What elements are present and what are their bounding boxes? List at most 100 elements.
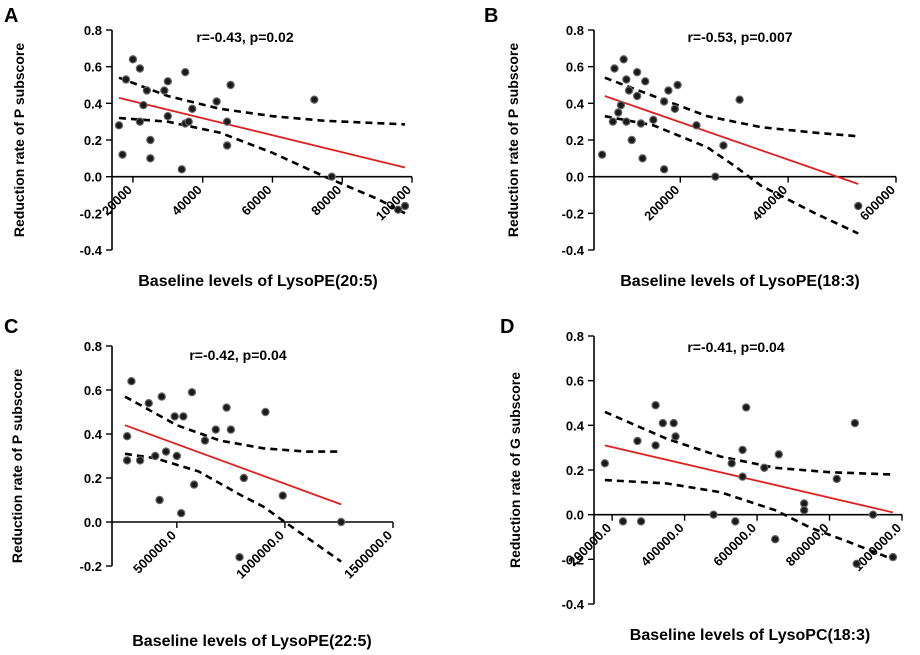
- plot-marks: [114, 55, 410, 215]
- data-point: [135, 456, 145, 465]
- ci-lower-band: [604, 478, 894, 561]
- x-tick-label: 1500000.0: [341, 528, 395, 582]
- data-point: [888, 552, 898, 562]
- data-point: [774, 450, 784, 459]
- data-point: [177, 165, 186, 174]
- regression-line: [124, 424, 342, 506]
- data-point: [852, 559, 861, 569]
- data-point: [619, 55, 628, 64]
- data-point: [709, 510, 718, 519]
- data-point: [649, 115, 658, 125]
- panel-b: B r=-0.53, p=0.007 Reduction rate of P s…: [484, 5, 898, 290]
- data-point: [121, 75, 131, 84]
- data-point: [664, 86, 673, 95]
- x-axis-label: Baseline levels of LysoPE(20:5): [138, 273, 378, 290]
- data-point: [181, 67, 190, 77]
- y-tick-label: 0.4: [84, 427, 103, 442]
- ci-lower-band: [118, 116, 406, 215]
- data-point: [711, 172, 720, 181]
- y-tick-label: -0.4: [562, 597, 585, 612]
- data-point: [731, 517, 740, 526]
- y-tick-label: -0.2: [562, 552, 584, 567]
- ci-upper-band: [604, 76, 859, 138]
- y-tick-label: 0.0: [84, 170, 102, 185]
- y-tick-label: -0.2: [562, 206, 584, 221]
- panel-letter: B: [484, 5, 498, 27]
- y-tick-label: 0.8: [84, 23, 102, 38]
- data-point: [799, 506, 809, 515]
- data-point: [854, 201, 863, 211]
- data-point: [850, 418, 860, 428]
- data-point: [327, 172, 336, 181]
- data-point: [741, 403, 751, 412]
- x-tick-label: 20000: [99, 182, 135, 218]
- data-point: [651, 441, 660, 450]
- correlation-stat: r=-0.53, p=0.007: [687, 29, 792, 45]
- data-point: [184, 117, 193, 126]
- y-tick-label: 0.2: [566, 133, 584, 148]
- y-tick-label: -0.4: [562, 243, 585, 258]
- data-point: [226, 425, 236, 434]
- x-tick-label: 800000.0: [783, 520, 832, 569]
- data-point: [146, 135, 155, 145]
- panel-letter: A: [4, 5, 18, 27]
- data-point: [632, 91, 642, 101]
- x-tick-label: 40000: [169, 182, 205, 218]
- data-point: [738, 472, 747, 481]
- data-point: [868, 510, 878, 519]
- y-tick-label: 0.8: [566, 23, 584, 38]
- data-point: [641, 77, 650, 86]
- data-point: [114, 121, 124, 130]
- data-point: [118, 150, 127, 159]
- y-tick-label: 0.4: [566, 418, 585, 433]
- data-point: [832, 474, 841, 484]
- data-point: [610, 64, 619, 73]
- data-point: [738, 445, 747, 455]
- panel-c: C r=-0.42, p=0.04 Reduction rate of P su…: [4, 316, 395, 650]
- correlation-stat: r=-0.41, p=0.04: [687, 339, 785, 355]
- data-point: [636, 517, 646, 526]
- y-tick-label: 0.0: [566, 508, 584, 523]
- y-tick-label: 0.6: [84, 60, 102, 75]
- data-point: [142, 86, 152, 95]
- data-point: [261, 407, 270, 417]
- y-tick-label: 0.8: [84, 339, 102, 354]
- data-point: [235, 553, 244, 562]
- data-point: [157, 392, 166, 401]
- data-point: [160, 86, 169, 95]
- data-point: [673, 80, 682, 90]
- data-point: [624, 86, 634, 95]
- data-point: [179, 412, 188, 421]
- data-point: [622, 117, 631, 126]
- data-point: [161, 447, 171, 456]
- ci-upper-band: [118, 76, 406, 126]
- x-tick-label: 200000.0: [565, 520, 614, 569]
- regression-line: [118, 96, 406, 169]
- data-point: [139, 100, 148, 110]
- data-point: [597, 150, 607, 159]
- panel-letter: D: [500, 316, 514, 338]
- data-point: [222, 141, 232, 150]
- data-point: [310, 95, 319, 104]
- y-tick-label: 0.2: [566, 463, 584, 478]
- data-point: [155, 495, 164, 505]
- ci-lower-band: [604, 114, 859, 235]
- x-tick-label: 600000: [857, 182, 898, 223]
- y-tick-label: 0.8: [566, 329, 584, 344]
- data-point: [222, 117, 232, 126]
- plot-marks: [600, 401, 898, 569]
- data-point: [163, 111, 173, 121]
- y-axis-label: Reduction rate of P subscore: [505, 43, 521, 237]
- plot-marks: [122, 377, 346, 563]
- panel-a: A r=-0.43, p=0.02 Reduction rate of P su…: [4, 5, 414, 290]
- data-point: [278, 491, 287, 500]
- data-point: [135, 117, 145, 126]
- data-point: [211, 425, 220, 434]
- data-point: [163, 77, 173, 86]
- data-point: [135, 64, 145, 73]
- x-tick-label: 60000: [238, 182, 274, 218]
- data-point: [719, 141, 728, 150]
- y-tick-label: 0.2: [84, 471, 102, 486]
- data-point: [616, 100, 626, 110]
